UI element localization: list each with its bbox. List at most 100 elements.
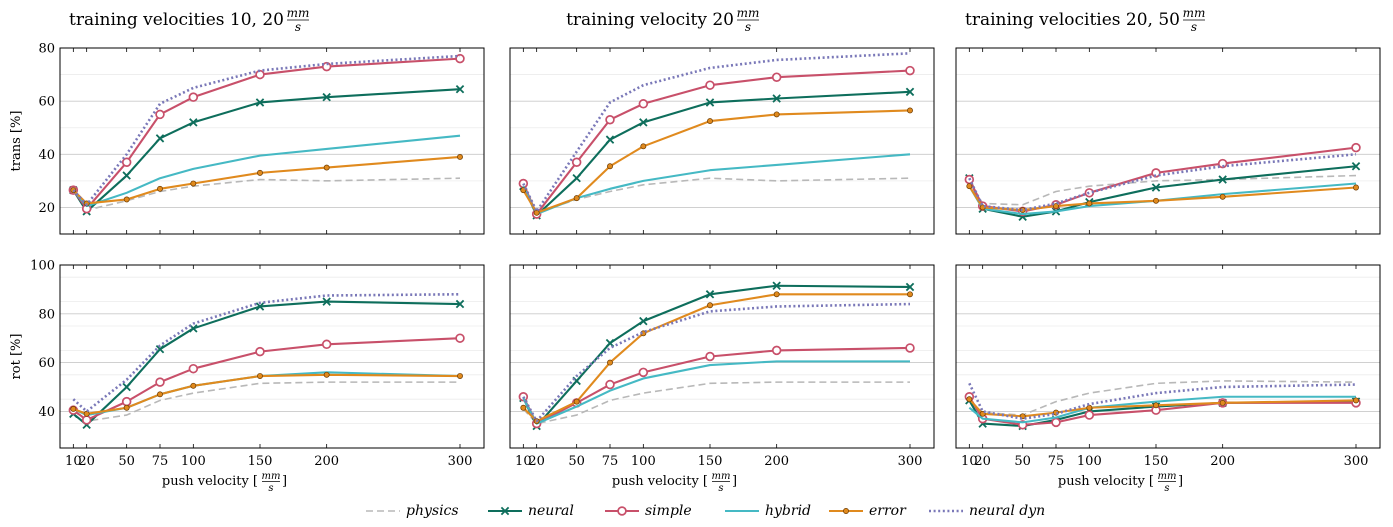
x-tick-label: 50 [118,454,135,469]
data-point-error [573,195,580,202]
x-axis-label: push velocity [mms] [162,471,287,494]
series-line-physics [968,174,1357,206]
series-line-neural [72,88,461,213]
series-line-neural-dyn [968,152,1357,212]
panel-frame [59,264,485,449]
data-point-error [607,359,613,366]
series-line-simple [72,57,461,210]
data-point-error [520,404,527,411]
series-line-simple [522,69,911,216]
x-tick-label: 20 [78,454,95,469]
y-tick-label: 60 [38,356,55,371]
data-point-simple [255,69,265,80]
data-point-neural [122,382,131,392]
y-tick-label: 60 [38,95,55,110]
series-group [518,281,915,431]
svg-text:s: s [295,20,301,34]
series-line-simple [968,146,1357,213]
series-group [518,52,915,220]
data-point-neural [772,94,781,103]
svg-text:]: ] [1178,474,1183,489]
data-point-error [573,398,580,405]
series-group [68,292,465,430]
series-line-physics [522,381,910,425]
legend-label: error [869,503,907,519]
data-point-simple [121,157,132,168]
data-point-simple [255,346,265,357]
series-line-neural-dyn [968,382,1357,421]
data-point-error [157,391,163,398]
data-point-error [457,153,463,160]
x-tick-label: 200 [764,454,789,469]
data-point-neural [1351,162,1361,171]
svg-text:mm: mm [712,471,731,482]
svg-text:s: s [1191,20,1197,34]
data-point-error [707,118,713,125]
data-point-simple [905,343,915,353]
data-point-error [1219,399,1226,406]
data-point-simple [155,109,165,120]
data-point-error [1086,404,1093,411]
panel-frame [509,47,935,235]
data-point-neural [255,302,265,311]
legend-entry-neural-dyn: neural dyn [929,503,1045,519]
svg-text:s: s [1164,483,1169,494]
x-tick-label: 100 [181,454,206,469]
series-line-physics [72,381,460,422]
series-line-hybrid [72,371,461,417]
data-point-simple [705,351,715,362]
data-point-neural [605,135,615,144]
data-point-error [457,373,463,379]
x-axis-label: push velocity [mms] [1058,471,1183,494]
data-point-simple [571,157,582,168]
y-axis-label: rot [%] [9,334,24,380]
panel-frame [955,264,1381,449]
data-point-error [1153,197,1159,204]
svg-text:training velocities 20, 50: training velocities 20, 50 [965,10,1180,30]
data-point-simple [188,363,199,374]
data-point-error [907,291,913,298]
data-point-error [907,107,913,114]
data-point-neural [705,98,715,107]
panel-frame [509,264,935,449]
svg-text:push velocity [: push velocity [ [1058,474,1154,489]
x-tick-label: 300 [898,454,923,469]
data-point-neural [322,297,331,306]
data-point-error [1353,397,1359,404]
x-tick-label: 10 [65,454,82,469]
y-tick-label: 20 [38,201,55,216]
series-line-error [72,373,461,415]
y-tick-label: 40 [38,405,55,420]
series-line-error [522,109,911,214]
series-group [964,380,1361,431]
series-line-simple [72,337,461,421]
series-line-hybrid [72,134,461,208]
series-group [68,53,465,216]
column-titles: training velocities 10, 20 mms training ve… [69,6,1205,34]
legend-entry-simple: simple [605,503,692,519]
svg-text:mm: mm [737,6,760,20]
x-tick-label: 20 [528,454,545,469]
column-title: training velocity 20 mms [566,6,759,34]
data-point-neural [905,282,915,292]
data-point-error [190,382,197,389]
legend-label: simple [645,503,692,519]
data-point-neural [572,173,581,183]
data-point-neural [322,92,331,102]
legend-marker [617,506,627,516]
svg-text:s: s [745,20,751,34]
series-line-error [968,398,1357,418]
x-tick-label: 75 [152,454,169,469]
x-tick-label: 75 [602,454,619,469]
x-tick-label: 150 [248,454,273,469]
legend-label: hybrid [765,503,811,519]
data-point-neural [455,299,465,309]
legend-label: physics [406,503,459,519]
series-line-neural-dyn [522,302,911,423]
svg-text:]: ] [282,474,287,489]
series-line-physics [72,177,461,211]
data-point-neural [705,290,715,299]
data-point-neural [1218,175,1227,184]
